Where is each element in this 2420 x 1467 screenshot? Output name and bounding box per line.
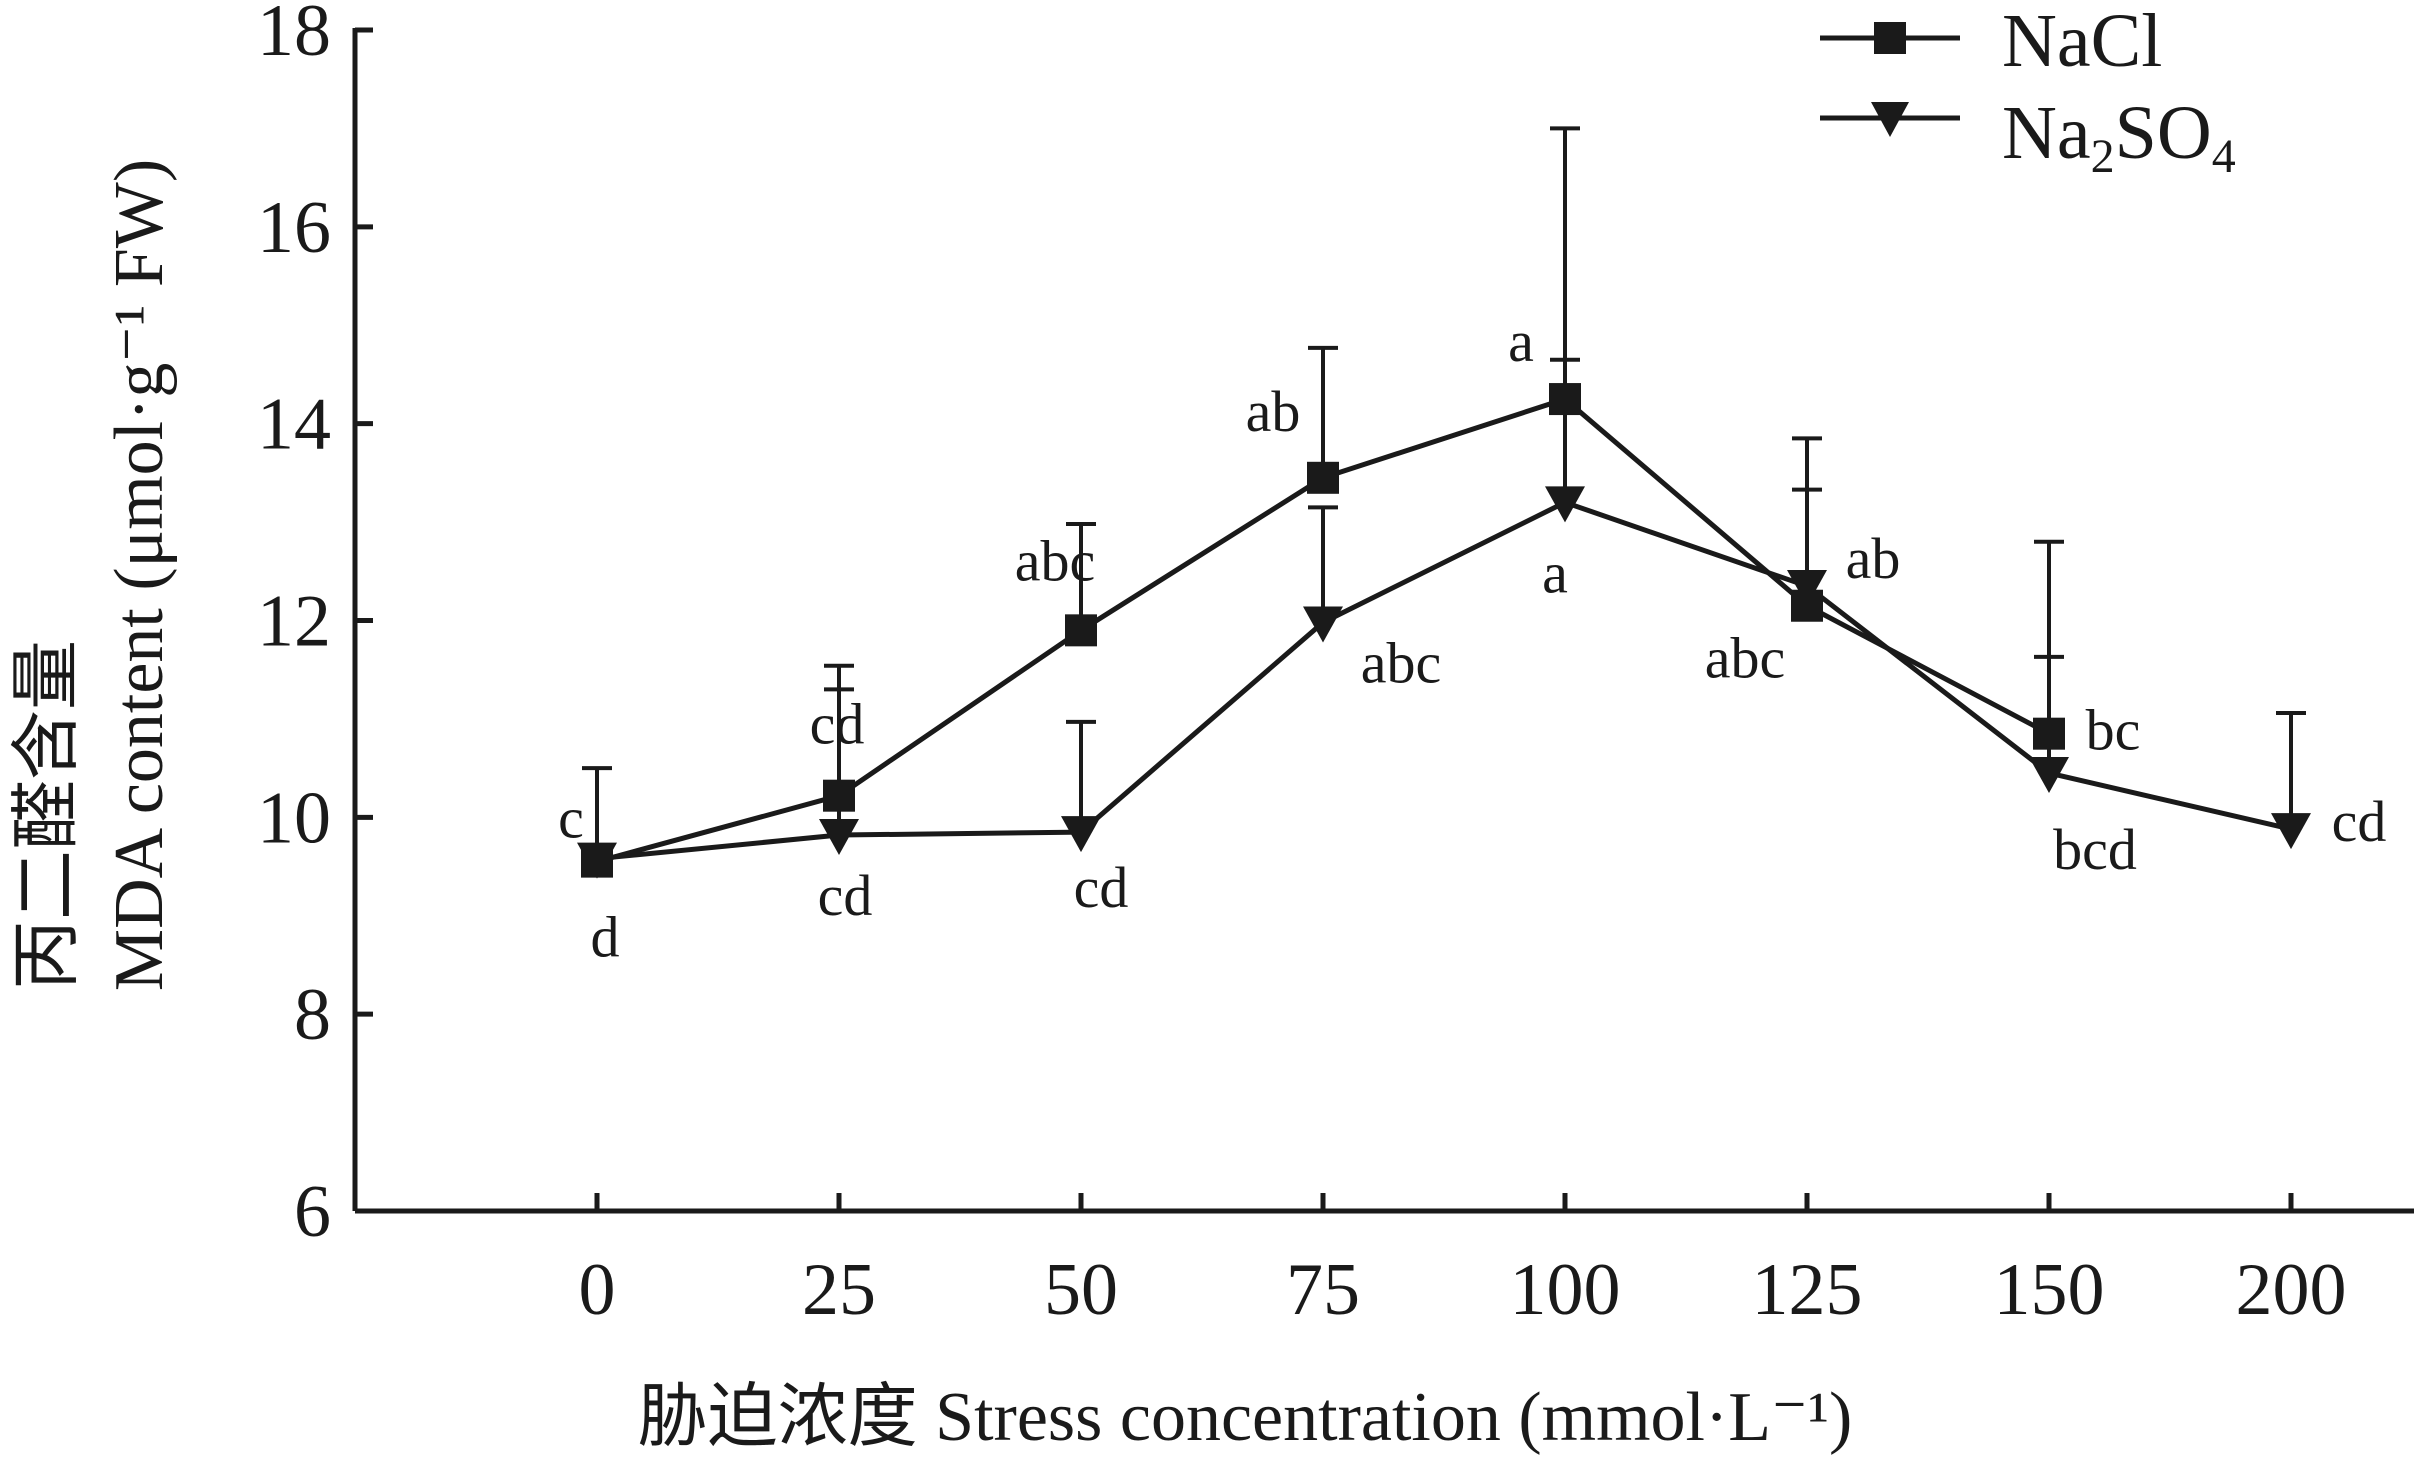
series-markers (577, 383, 2311, 879)
legend-na2so4-base: Na (2002, 91, 2091, 175)
nacl-square-marker (823, 779, 855, 812)
na2so4-triangle-marker (1787, 570, 1827, 607)
nacl-square-marker (1065, 614, 1097, 647)
significance-letter: cd (810, 692, 865, 757)
significance-letter: ab (1846, 526, 1901, 591)
y-tick-label: 18 (257, 0, 331, 72)
x-tick-label: 150 (1994, 1249, 2105, 1331)
legend-na2so4-triangle-icon (1871, 102, 1909, 137)
significance-letter: cd (1074, 855, 1129, 920)
y-tick-label: 10 (257, 777, 331, 859)
nacl-square-marker (1549, 383, 1581, 416)
y-tick-label: 16 (257, 187, 331, 269)
significance-letter: d (591, 905, 620, 970)
na2so4-triangle-marker (2271, 813, 2311, 850)
y-axis-title-cn: 丙二醛含量 (9, 640, 86, 990)
x-tick-label: 75 (1286, 1249, 1360, 1331)
x-tick-label: 50 (1044, 1249, 1118, 1331)
legend-na2so4-sub2: 4 (2212, 130, 2236, 183)
x-tick-label: 25 (802, 1249, 876, 1331)
nacl-square-marker (2033, 717, 2065, 750)
na2so4-triangle-marker (1303, 606, 1343, 643)
significance-letter: cd (2332, 789, 2387, 854)
legend-na2so4-mid: SO (2115, 91, 2212, 175)
y-tick-label: 8 (294, 974, 331, 1056)
significance-letter: c (558, 786, 584, 851)
x-tick-label: 100 (1510, 1249, 1621, 1331)
significance-letter: ab (1246, 379, 1301, 444)
legend-na2so4-label: Na2SO4 (2002, 91, 2236, 183)
x-axis-title: 胁迫浓度 Stress concentration (mmol·L⁻¹) (638, 1379, 1853, 1456)
x-tick-label: 0 (579, 1249, 616, 1331)
y-tick-label: 6 (294, 1171, 331, 1253)
legend: NaCl Na2SO4 (1820, 0, 2236, 183)
significance-letter: abc (1015, 528, 1096, 593)
significance-letter: abc (1361, 630, 1442, 695)
na2so4-triangle-marker (2029, 757, 2069, 794)
y-tick-label: 14 (257, 384, 331, 466)
na2so4-series-line (596, 499, 2292, 862)
legend-na2so4-sub1: 2 (2091, 130, 2115, 183)
legend-nacl-square-icon (1874, 22, 1906, 54)
nacl-square-marker (1307, 461, 1339, 494)
na2so4-triangle-marker (1545, 486, 1585, 523)
x-tick-label: 125 (1752, 1249, 1863, 1331)
y-tick-label: 12 (257, 581, 331, 663)
significance-letter: abc (1705, 626, 1786, 691)
ticks: 6 8 10 12 14 16 18 0 25 50 75 100 125 150 200 (257, 0, 2347, 1331)
y-axis-title: MDA content (μmol·g⁻¹ FW) (101, 159, 178, 991)
significance-letter: a (1508, 309, 1534, 374)
na2so4-triangle-marker (819, 819, 859, 856)
legend-nacl-label: NaCl (2002, 0, 2162, 83)
significance-letter: bcd (2053, 817, 2137, 882)
x-tick-label: 200 (2236, 1249, 2347, 1331)
na2so4-triangle-marker (577, 842, 617, 879)
significance-letter: bc (2086, 698, 2141, 763)
significance-letter: cd (818, 863, 873, 928)
na2so4-triangle-marker (1061, 816, 1101, 853)
significance-letter: a (1542, 540, 1568, 605)
axes (352, 28, 2414, 1214)
